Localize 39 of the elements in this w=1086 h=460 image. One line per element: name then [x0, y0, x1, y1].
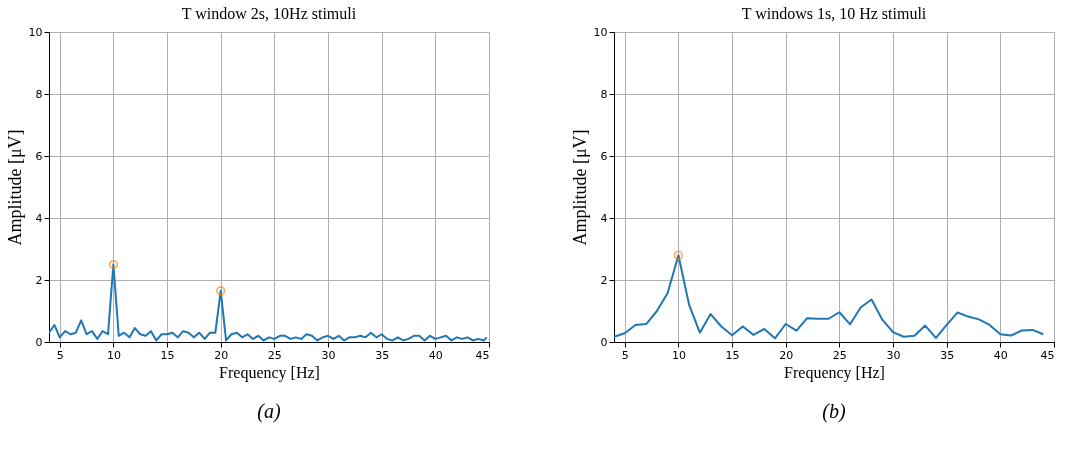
text: (a) [257, 400, 281, 423]
chart-title: T window 2s, 10Hz stimuli [181, 5, 357, 22]
y-tick-label: 6 [35, 149, 43, 163]
line-series [614, 254, 1045, 340]
x-tick-label: 25 [267, 348, 282, 362]
x-tick-label: 45 [1040, 348, 1055, 362]
x-tick-label: 30 [321, 348, 336, 362]
y-tick-label: 8 [600, 87, 608, 101]
x-tick-label: 10 [671, 348, 686, 362]
x-axis-title: Frequency [Hz] [219, 363, 320, 382]
y-axis-title: Amplitude [μV] [569, 129, 590, 246]
y-tick-label: 0 [600, 335, 608, 349]
y-tick-label: 0 [35, 335, 43, 349]
y-tick-label: 10 [593, 25, 608, 39]
y-tick-label: 4 [600, 211, 608, 225]
text: (b) [822, 400, 846, 423]
y-tick-label: 2 [35, 273, 43, 287]
y-tick-label: 8 [35, 87, 43, 101]
x-tick-label: 35 [375, 348, 390, 362]
x-tick-label: 40 [993, 348, 1008, 362]
y-tick-label: 6 [600, 149, 608, 163]
chart-title: T windows 1s, 10 Hz stimuli [741, 5, 927, 22]
x-tick-label: 20 [779, 348, 794, 362]
y-tick-label: 10 [28, 25, 43, 39]
y-tick-label: 2 [600, 273, 608, 287]
y-axis-title: Amplitude [μV] [4, 129, 25, 246]
x-tick-label: 30 [886, 348, 901, 362]
x-tick-label: 25 [832, 348, 847, 362]
x-axis-title: Frequency [Hz] [784, 363, 885, 382]
x-tick-label: 45 [475, 348, 490, 362]
x-tick-label: 15 [160, 348, 175, 362]
x-tick-label: 5 [56, 348, 64, 362]
x-tick-label: 10 [106, 348, 121, 362]
x-tick-label: 15 [725, 348, 740, 362]
x-tick-label: 5 [621, 348, 629, 362]
x-tick-label: 20 [214, 348, 229, 362]
x-tick-label: 35 [940, 348, 955, 362]
x-tick-label: 40 [428, 348, 443, 362]
y-tick-label: 4 [35, 211, 43, 225]
